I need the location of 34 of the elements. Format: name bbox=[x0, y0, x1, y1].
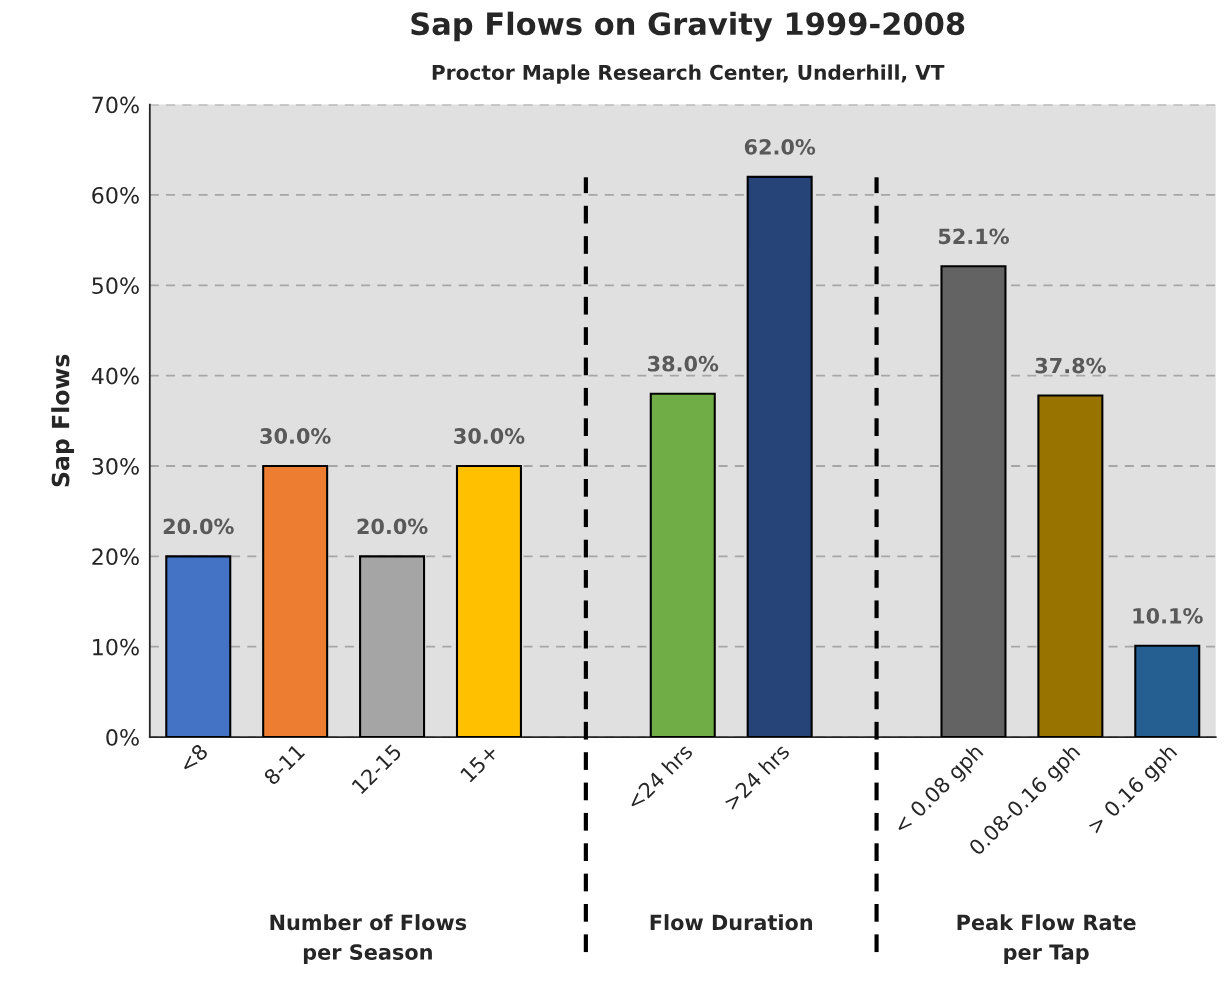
bar bbox=[1134, 644, 1201, 738]
bar bbox=[455, 464, 522, 738]
data-label: 38.0% bbox=[648, 355, 719, 372]
y-axis-title: Sap Flows bbox=[51, 354, 75, 487]
bar bbox=[746, 175, 813, 738]
data-label: 62.0% bbox=[744, 139, 816, 155]
y-tick-label: 60% bbox=[92, 186, 139, 204]
y-tick-label: 0% bbox=[106, 728, 139, 746]
y-tick-label: 20% bbox=[92, 548, 139, 566]
text: Number of Flows per Season bbox=[270, 914, 467, 964]
y-tick-label: 70% bbox=[92, 96, 139, 114]
bar bbox=[262, 464, 329, 738]
data-label: 10.1% bbox=[1133, 607, 1203, 624]
y-tick-label: 40% bbox=[91, 367, 139, 385]
data-label: 52.1% bbox=[938, 228, 1009, 245]
chart-subtitle: Proctor Maple Research Center, Underhill, VT bbox=[432, 64, 945, 84]
y-tick-label: 50% bbox=[92, 277, 139, 295]
x-tick-label: <8 bbox=[178, 743, 209, 774]
text: Flow Duration bbox=[650, 914, 813, 931]
bar bbox=[165, 555, 232, 738]
bar bbox=[940, 265, 1007, 738]
y-tick-label: 30% bbox=[92, 457, 139, 475]
data-label: 37.8% bbox=[1035, 357, 1106, 374]
bar bbox=[649, 392, 716, 738]
data-label: 30.0% bbox=[454, 428, 525, 444]
data-label: 30.0% bbox=[260, 428, 331, 444]
data-label: 20.0% bbox=[357, 518, 428, 535]
y-tick-label: 10% bbox=[93, 638, 139, 656]
bar bbox=[1037, 394, 1104, 738]
text: Peak Flow Rate per Tap bbox=[957, 914, 1136, 964]
data-label: 20.0% bbox=[163, 518, 234, 535]
chart-title: Sap Flows on Gravity 1999-2008 bbox=[411, 11, 965, 42]
x-tick-label: 15+ bbox=[459, 743, 499, 783]
x-tick-label: <24 hrs bbox=[625, 742, 694, 811]
